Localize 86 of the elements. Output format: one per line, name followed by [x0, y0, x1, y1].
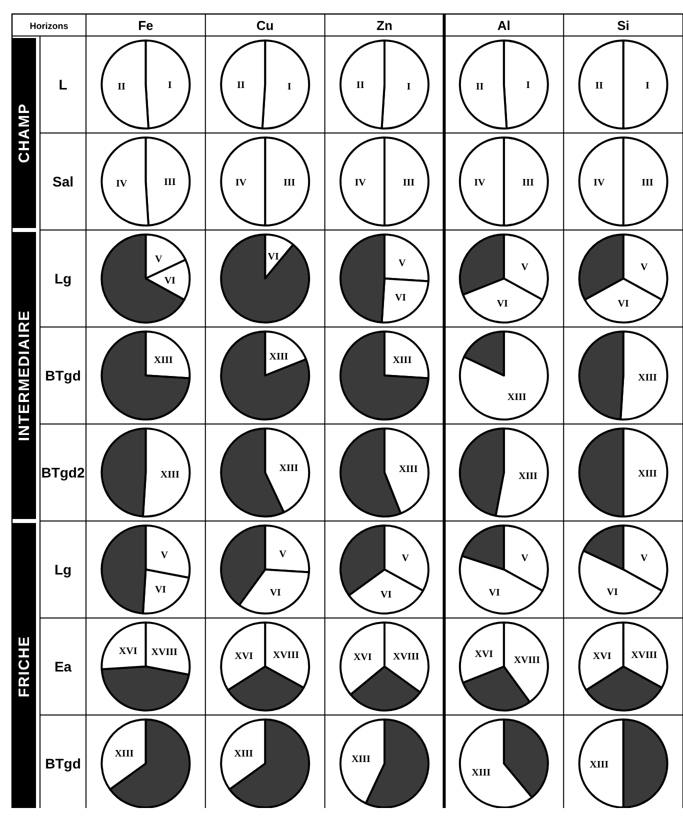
slice-label: XIII: [160, 469, 180, 480]
slice-label: XIII: [638, 372, 658, 384]
slice-label: XIII: [392, 354, 412, 366]
slice-label: I: [168, 80, 172, 91]
slice-label: IV: [474, 178, 486, 188]
slice-label: XVI: [353, 652, 372, 664]
slice-label: XVIII: [514, 655, 540, 666]
text: BTgd: [45, 756, 81, 772]
text: BTgd2: [41, 464, 85, 480]
slice-label: VI: [606, 587, 618, 598]
slice-label: I: [406, 81, 411, 92]
slice-label: VI: [488, 588, 500, 599]
pie-slice: [100, 330, 191, 420]
pie-slice: [220, 330, 310, 420]
slice-label: XIII: [398, 464, 418, 475]
text: Sal: [52, 174, 74, 190]
chart-title: Fe: [138, 18, 154, 33]
slice-label: XIII: [234, 748, 254, 760]
slice-label: IV: [116, 178, 128, 190]
slice-label: III: [164, 176, 176, 188]
slice-label: V: [155, 254, 164, 266]
text: CHAMP: [16, 103, 33, 163]
slice-label: V: [398, 258, 407, 269]
slice-label: XIII: [518, 470, 538, 482]
slice-label: XIII: [154, 354, 173, 366]
slice-label: II: [356, 80, 364, 91]
slice-label: XIII: [351, 754, 370, 766]
text: BTgd: [45, 368, 81, 384]
text: FRICHE: [16, 636, 33, 698]
slice-label: I: [646, 80, 650, 92]
slice-label: XVIII: [631, 650, 658, 662]
text: INTERMEDIAIRE: [16, 310, 33, 442]
slice-label: V: [402, 553, 410, 564]
slice-label: IV: [594, 178, 606, 188]
slice-label: III: [283, 178, 296, 188]
slice-label: I: [526, 80, 530, 91]
chart-title: Si: [617, 18, 630, 33]
slice-label: XIII: [638, 468, 658, 480]
slice-label: V: [640, 262, 649, 274]
slice-label: XIII: [269, 351, 288, 362]
pie-slice: [340, 330, 430, 420]
text: Lg: [54, 270, 72, 286]
slice-label: XVI: [118, 646, 138, 657]
slice-label: IV: [235, 178, 248, 188]
chart-title: Al: [497, 18, 510, 33]
slice-label: V: [279, 548, 288, 560]
pie-slice: [458, 330, 549, 420]
slice-label: XVIII: [272, 650, 300, 662]
slice-label: XIII: [472, 768, 491, 779]
slice-label: II: [237, 80, 245, 91]
text: Ea: [54, 658, 72, 674]
slice-label: I: [287, 81, 292, 92]
slice-label: XVI: [592, 650, 612, 662]
chart-subtitle: Horizons: [30, 21, 68, 31]
slice-label: IV: [354, 178, 367, 188]
slice-label: III: [642, 178, 654, 188]
slice-label: VI: [496, 298, 508, 310]
slice-label: XIII: [507, 392, 526, 403]
slice-label: XIII: [279, 463, 298, 474]
slice-label: III: [522, 178, 534, 188]
slice-label: VI: [154, 584, 166, 596]
pie-slice: [220, 234, 310, 324]
slice-label: XIII: [114, 748, 134, 760]
slice-label: II: [118, 81, 126, 92]
slice-label: V: [521, 553, 530, 564]
slice-label: VI: [618, 298, 629, 310]
slice-label: VI: [164, 275, 176, 286]
slice-label: II: [595, 80, 604, 92]
slice-label: XVI: [474, 648, 494, 660]
slice-label: II: [476, 81, 484, 92]
chart-title: Zn: [376, 18, 392, 33]
text: L: [58, 76, 68, 92]
slice-label: VI: [270, 587, 282, 598]
slice-label: VI: [394, 292, 406, 304]
slice-label: XVI: [234, 650, 254, 662]
slice-label: V: [521, 262, 530, 274]
slice-label: XIII: [590, 760, 609, 770]
chart-title: Cu: [256, 18, 274, 33]
slice-label: V: [640, 553, 649, 564]
text: Lg: [54, 562, 72, 578]
slice-label: XVIII: [393, 652, 420, 663]
slice-label: V: [160, 550, 169, 562]
slice-label: VI: [380, 590, 392, 601]
slice-label: VI: [268, 252, 279, 263]
slice-label: III: [402, 178, 415, 188]
slice-label: XVIII: [151, 647, 178, 658]
